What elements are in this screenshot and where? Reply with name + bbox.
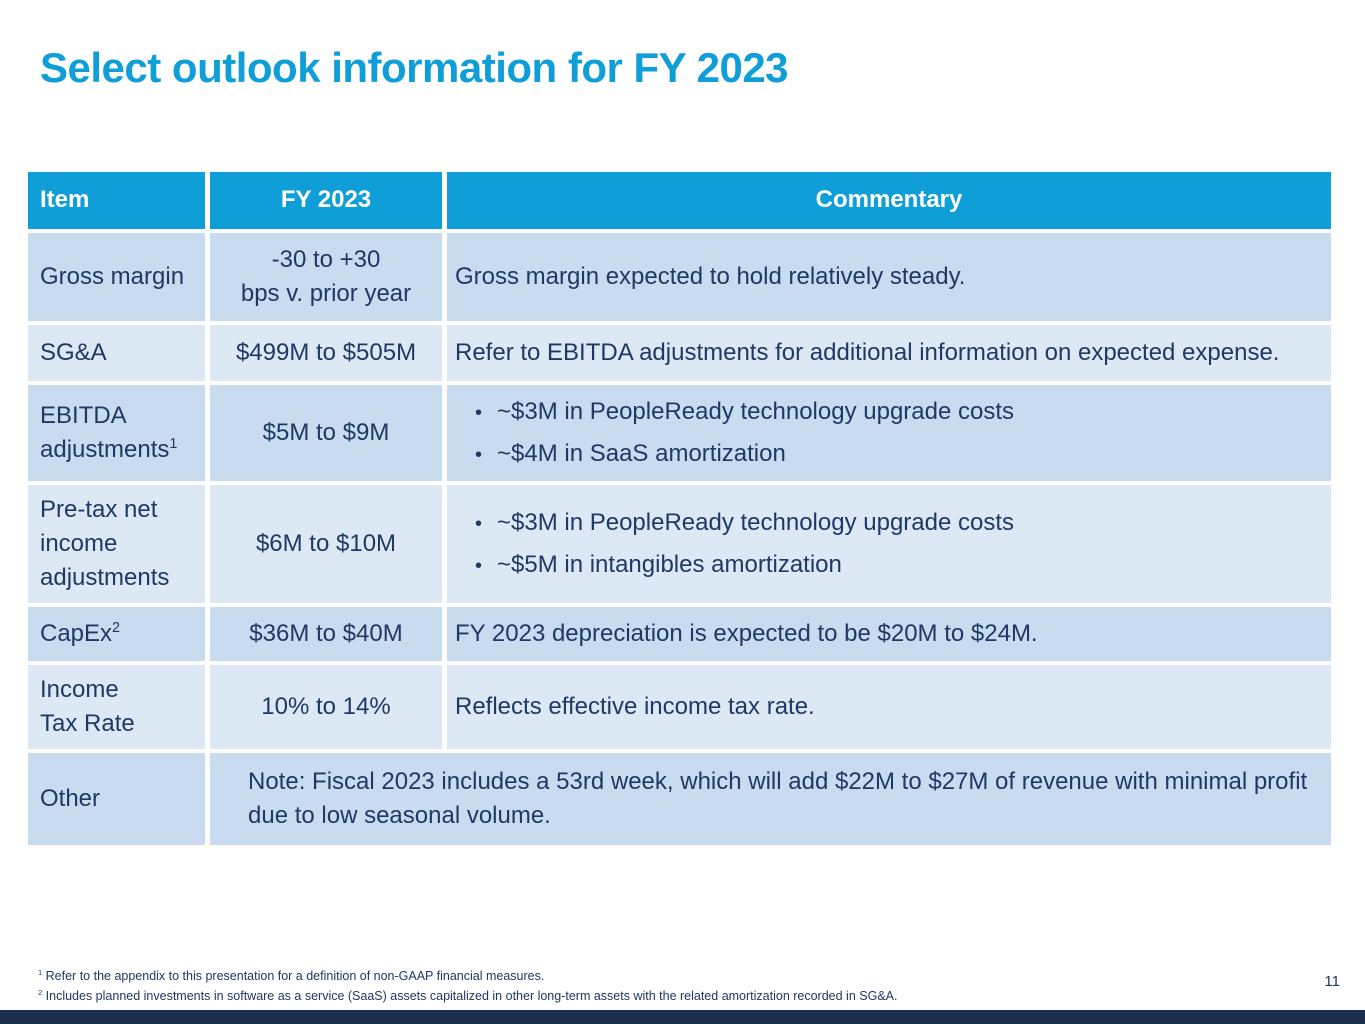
commentary-cell: FY 2023 depreciation is expected to be $… bbox=[447, 607, 1331, 661]
fy-value-cell: 10% to 14% bbox=[210, 665, 442, 749]
item-label: EBITDA adjustments bbox=[40, 401, 170, 463]
fy-value-cell: $499M to $505M bbox=[210, 325, 442, 381]
bullet-text: ~$5M in intangibles amortization bbox=[497, 551, 842, 578]
bullet-item: ~$3M in PeopleReady technology upgrade c… bbox=[455, 395, 1321, 429]
outlook-table: Item FY 2023 Commentary Gross margin -30… bbox=[23, 168, 1336, 849]
table-row-capex: CapEx2 $36M to $40M FY 2023 depreciation… bbox=[28, 607, 1331, 661]
footnote-line: 2 Includes planned investments in softwa… bbox=[38, 986, 897, 1006]
note-cell: Note: Fiscal 2023 includes a 53rd week, … bbox=[210, 753, 1331, 845]
commentary-cell: ~$3M in PeopleReady technology upgrade c… bbox=[447, 385, 1331, 481]
bullet-text: ~$4M in SaaS amortization bbox=[497, 440, 786, 467]
item-cell: Other bbox=[28, 753, 205, 845]
bullet-text: ~$3M in PeopleReady technology upgrade c… bbox=[497, 508, 1015, 536]
fy-value-cell: -30 to +30 bps v. prior year bbox=[210, 233, 442, 321]
bullet-item: ~$5M in intangibles amortization bbox=[455, 548, 1321, 582]
column-header-commentary: Commentary bbox=[447, 172, 1331, 229]
bullet-icon bbox=[475, 437, 497, 471]
table-row-ebitda-adjustments: EBITDA adjustments1 $5M to $9M ~$3M in P… bbox=[28, 385, 1331, 481]
fy-value-cell: $5M to $9M bbox=[210, 385, 442, 481]
item-cell: CapEx2 bbox=[28, 607, 205, 661]
item-label: CapEx bbox=[40, 619, 113, 647]
fy-value-line: bps v. prior year bbox=[240, 280, 412, 307]
item-cell: SG&A bbox=[28, 325, 205, 381]
bullet-icon bbox=[475, 395, 497, 429]
table-row-sga: SG&A $499M to $505M Refer to EBITDA adju… bbox=[28, 325, 1331, 381]
bullet-item: ~$4M in SaaS amortization bbox=[455, 437, 1321, 471]
footnote-text: Refer to the appendix to this presentati… bbox=[45, 969, 545, 983]
table-row-other: Other Note: Fiscal 2023 includes a 53rd … bbox=[28, 753, 1331, 845]
commentary-cell: Refer to EBITDA adjustments for addition… bbox=[447, 325, 1331, 381]
item-cell: Pre-tax net income adjustments bbox=[28, 485, 205, 603]
commentary-cell: Reflects effective income tax rate. bbox=[447, 665, 1331, 749]
page-title: Select outlook information for FY 2023 bbox=[40, 44, 789, 91]
page-number: 11 bbox=[1324, 973, 1340, 990]
fy-value-line: -30 to +30 bbox=[271, 245, 381, 273]
commentary-cell: Gross margin expected to hold relatively… bbox=[447, 233, 1331, 321]
bullet-item: ~$3M in PeopleReady technology upgrade c… bbox=[455, 506, 1321, 540]
footnote-marker: 1 bbox=[38, 967, 43, 977]
bullet-icon bbox=[475, 506, 497, 540]
footnote-marker: 2 bbox=[112, 619, 121, 636]
footnote-marker: 2 bbox=[38, 987, 43, 997]
item-cell: Gross margin bbox=[28, 233, 205, 321]
table-row-income-tax-rate: Income Tax Rate 10% to 14% Reflects effe… bbox=[28, 665, 1331, 749]
fy-value-cell: $36M to $40M bbox=[210, 607, 442, 661]
table-header-row: Item FY 2023 Commentary bbox=[28, 172, 1331, 229]
item-cell: Income Tax Rate bbox=[28, 665, 205, 749]
table-row-gross-margin: Gross margin -30 to +30 bps v. prior yea… bbox=[28, 233, 1331, 321]
bullet-icon bbox=[475, 548, 497, 582]
item-label-line: Income bbox=[40, 675, 119, 703]
fy-value-cell: $6M to $10M bbox=[210, 485, 442, 603]
footer-bar bbox=[0, 1010, 1365, 1024]
item-cell: EBITDA adjustments1 bbox=[28, 385, 205, 481]
table-row-pretax-adjustments: Pre-tax net income adjustments $6M to $1… bbox=[28, 485, 1331, 603]
item-label-line: Tax Rate bbox=[40, 710, 135, 737]
footnote-marker: 1 bbox=[169, 436, 178, 452]
footnote-text: Includes planned investments in software… bbox=[45, 989, 898, 1003]
column-header-item: Item bbox=[28, 172, 205, 229]
column-header-fy2023: FY 2023 bbox=[210, 172, 442, 229]
commentary-cell: ~$3M in PeopleReady technology upgrade c… bbox=[447, 485, 1331, 603]
footnotes: 1 Refer to the appendix to this presenta… bbox=[38, 966, 897, 1006]
bullet-text: ~$3M in PeopleReady technology upgrade c… bbox=[497, 397, 1015, 425]
footnote-line: 1 Refer to the appendix to this presenta… bbox=[38, 966, 897, 986]
